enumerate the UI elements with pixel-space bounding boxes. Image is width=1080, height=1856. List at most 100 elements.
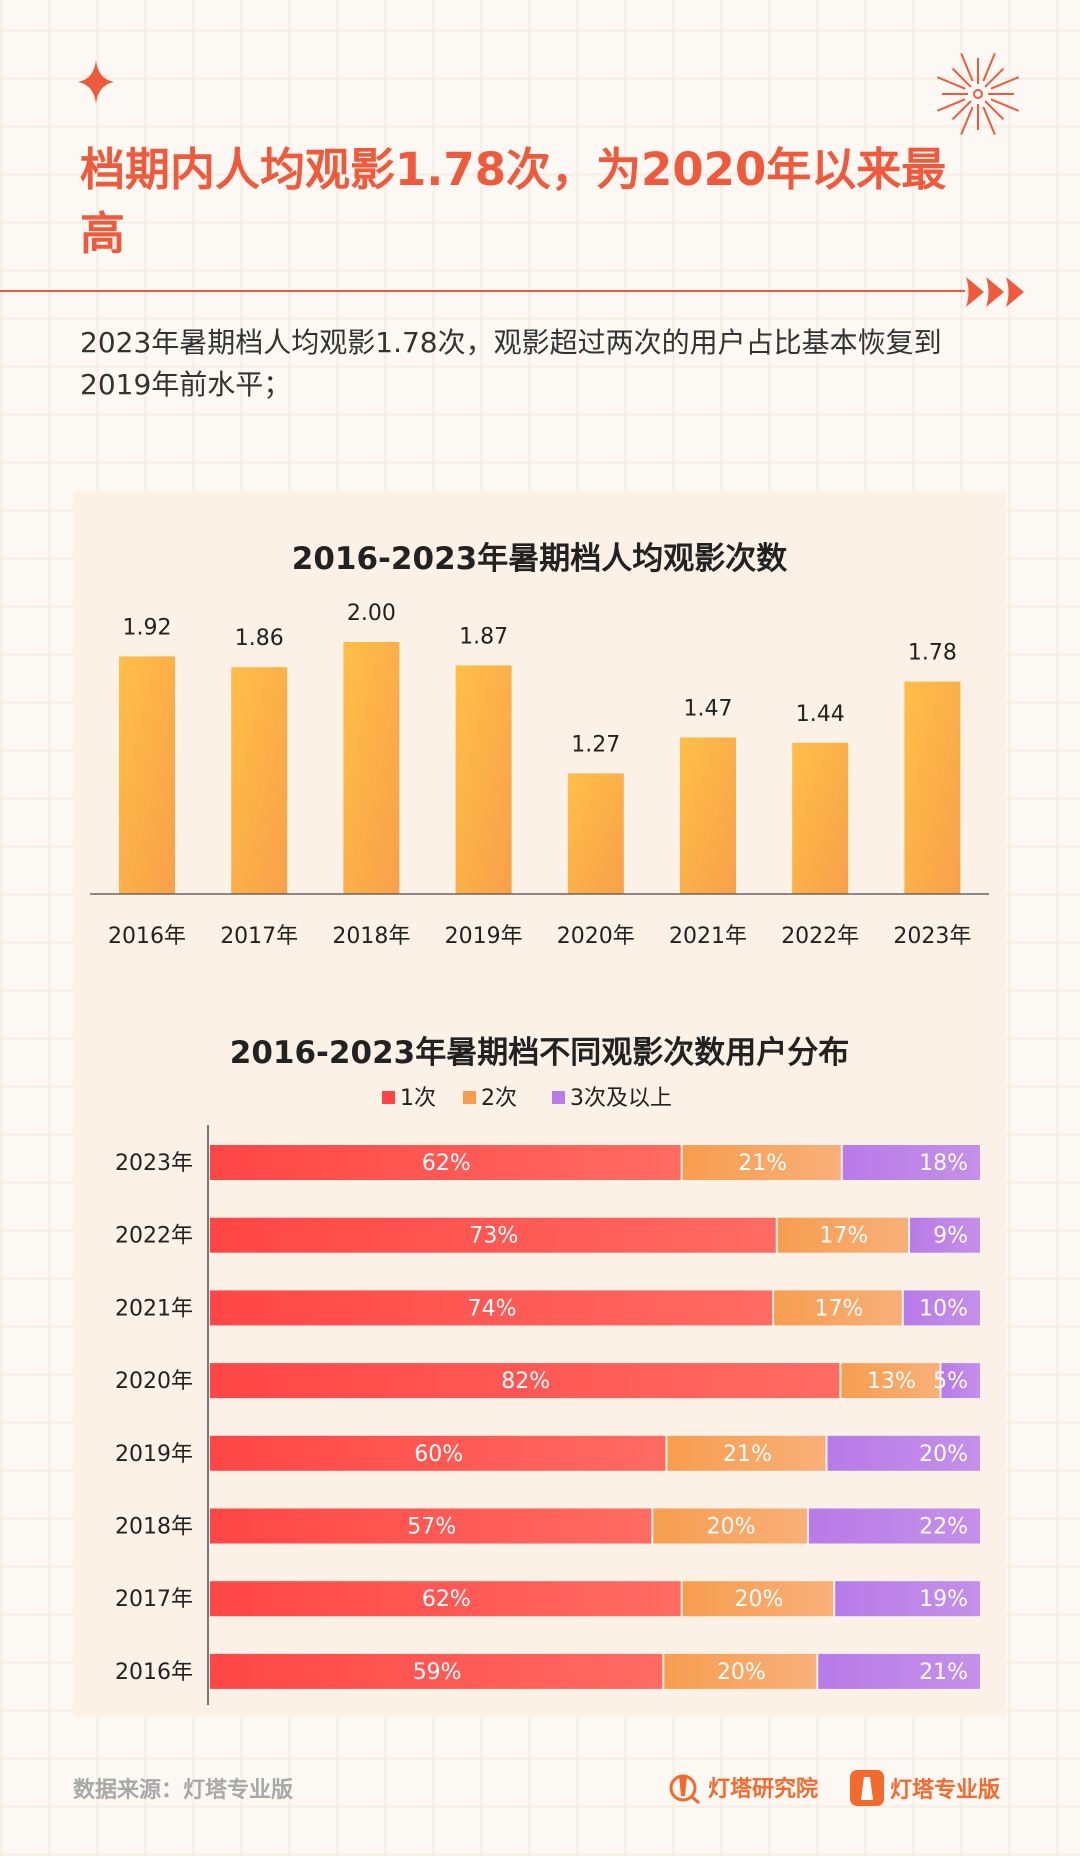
chart1-title: 2016-2023年暑期档人均观影次数 xyxy=(291,541,788,577)
stacked-segment-2次 xyxy=(777,1217,908,1253)
segment-value-label: 60% xyxy=(414,1442,463,1467)
page-subtitle: 2023年暑期档人均观影1.78次，观影超过两次的用户占比基本恢复到2019年前… xyxy=(80,326,942,401)
logo-pro-text: 灯塔专业版 xyxy=(890,1778,1001,1803)
segment-value-label: 21% xyxy=(738,1151,787,1176)
segment-value-label: 19% xyxy=(919,1587,968,1612)
stacked-segment-2次 xyxy=(653,1508,807,1544)
y-tick-label: 2023年 xyxy=(115,1151,193,1176)
firework-ray xyxy=(982,106,996,136)
legend-swatch xyxy=(382,1091,395,1104)
x-tick-label: 2023年 xyxy=(893,924,971,949)
stacked-segment-1次 xyxy=(210,1653,663,1689)
bar-2018年 xyxy=(343,642,400,894)
stacked-segment-2次 xyxy=(682,1581,834,1617)
y-tick-label: 2018年 xyxy=(115,1515,193,1540)
firework-ray xyxy=(984,67,1005,88)
triple-arrow-icon xyxy=(966,277,1024,307)
stacked-segment-3次及以上 xyxy=(903,1290,980,1326)
segment-value-label: 10% xyxy=(919,1296,968,1321)
data-source: 数据来源：灯塔专业版 xyxy=(73,1778,294,1803)
segment-value-label: 9% xyxy=(933,1224,968,1249)
firework-ray xyxy=(951,100,972,121)
stacked-segment-2次 xyxy=(682,1145,841,1180)
segment-value-label: 17% xyxy=(815,1296,864,1321)
x-tick-label: 2017年 xyxy=(220,924,298,949)
lighthouse-app-icon xyxy=(850,1770,884,1806)
stacked-segment-3次及以上 xyxy=(910,1217,980,1253)
y-tick-label: 2021年 xyxy=(115,1296,193,1321)
legend-label: 2次 xyxy=(481,1086,517,1111)
stacked-segment-3次及以上 xyxy=(941,1363,980,1399)
bar-2016年 xyxy=(119,656,175,894)
bar-2020年 xyxy=(567,773,624,894)
segment-value-label: 22% xyxy=(919,1515,968,1540)
stacked-bar-chart: 1次 2次 3次及以上 2023年 62% 21% 18% 2022年 73% 17% 9% 2021… xyxy=(115,1086,980,1705)
divider-line xyxy=(0,290,965,292)
stacked-segment-1次 xyxy=(210,1435,666,1471)
segment-value-label: 21% xyxy=(919,1660,968,1685)
legend-swatch xyxy=(552,1091,565,1104)
logo-research-text: 灯塔研究院 xyxy=(708,1777,819,1802)
segment-value-label: 17% xyxy=(819,1224,868,1249)
logo-research: 灯塔研究院 xyxy=(668,1770,818,1804)
segment-value-label: 20% xyxy=(717,1660,766,1685)
sparkle-star-icon xyxy=(78,60,114,104)
segment-value-label: 57% xyxy=(407,1515,456,1540)
firework-ray xyxy=(951,67,972,88)
bar-value-label: 1.78 xyxy=(908,641,957,666)
chart2-title: 2016-2023年暑期档不同观影次数用户分布 xyxy=(229,1035,850,1071)
firework-ray xyxy=(960,106,974,136)
segment-value-label: 73% xyxy=(469,1224,518,1249)
chart-panel: 2016-2023年暑期档人均观影次数 1.92 2016年 1.86 2017年 2.… xyxy=(73,491,1006,1717)
bar-value-label: 1.44 xyxy=(796,702,845,727)
x-tick-label: 2022年 xyxy=(781,924,859,949)
bar-2023年 xyxy=(904,681,961,894)
bar-value-label: 1.86 xyxy=(235,626,284,651)
firework-ray xyxy=(936,76,966,90)
segment-value-label: 5% xyxy=(933,1369,968,1394)
firework-center xyxy=(973,89,983,99)
firework-ray xyxy=(936,98,966,112)
stacked-segment-3次及以上 xyxy=(808,1508,980,1544)
segment-value-label: 20% xyxy=(734,1587,783,1612)
segment-value-label: 20% xyxy=(919,1442,968,1467)
x-tick-label: 2020年 xyxy=(557,924,635,949)
y-tick-label: 2017年 xyxy=(115,1587,193,1612)
segment-value-label: 62% xyxy=(422,1151,471,1176)
bar-2022年 xyxy=(792,742,849,894)
segment-value-label: 21% xyxy=(723,1442,772,1467)
stacked-segment-1次 xyxy=(210,1508,652,1544)
lighthouse-search-icon xyxy=(669,1774,700,1804)
bar-value-label: 1.92 xyxy=(123,615,172,640)
bar-value-label: 2.00 xyxy=(347,601,396,626)
stacked-segment-3次及以上 xyxy=(842,1145,980,1180)
segment-value-label: 82% xyxy=(501,1369,550,1394)
x-tick-label: 2019年 xyxy=(445,924,523,949)
segment-value-label: 20% xyxy=(707,1515,756,1540)
x-tick-label: 2021年 xyxy=(669,924,747,949)
stacked-segment-3次及以上 xyxy=(827,1435,980,1471)
stacked-segment-1次 xyxy=(210,1217,776,1253)
stacked-segment-3次及以上 xyxy=(818,1653,980,1689)
legend-label: 3次及以上 xyxy=(570,1086,672,1111)
y-tick-label: 2019年 xyxy=(115,1442,193,1467)
firework-ray xyxy=(982,52,996,82)
x-tick-label: 2016年 xyxy=(108,924,186,949)
bar-value-label: 1.87 xyxy=(459,624,508,649)
bar-chart: 1.92 2016年 1.86 2017年 2.00 2018年 1.87 2019年 1.27… xyxy=(90,601,989,949)
firework-ray xyxy=(990,76,1020,90)
stacked-segment-2次 xyxy=(774,1290,902,1326)
stacked-segment-2次 xyxy=(841,1363,940,1399)
stacked-segment-2次 xyxy=(667,1435,826,1471)
logo-pro: 灯塔专业版 xyxy=(850,1770,1000,1806)
bar-2017年 xyxy=(231,667,288,894)
firework-ray xyxy=(984,100,1005,121)
stacked-segment-1次 xyxy=(210,1145,681,1180)
bar-value-label: 1.27 xyxy=(571,732,620,757)
segment-value-label: 59% xyxy=(413,1660,462,1685)
segment-value-label: 62% xyxy=(422,1587,471,1612)
stacked-segment-3次及以上 xyxy=(835,1581,980,1617)
stacked-segment-1次 xyxy=(210,1581,681,1617)
stacked-segment-2次 xyxy=(664,1653,817,1689)
firework-icon xyxy=(936,52,1020,136)
